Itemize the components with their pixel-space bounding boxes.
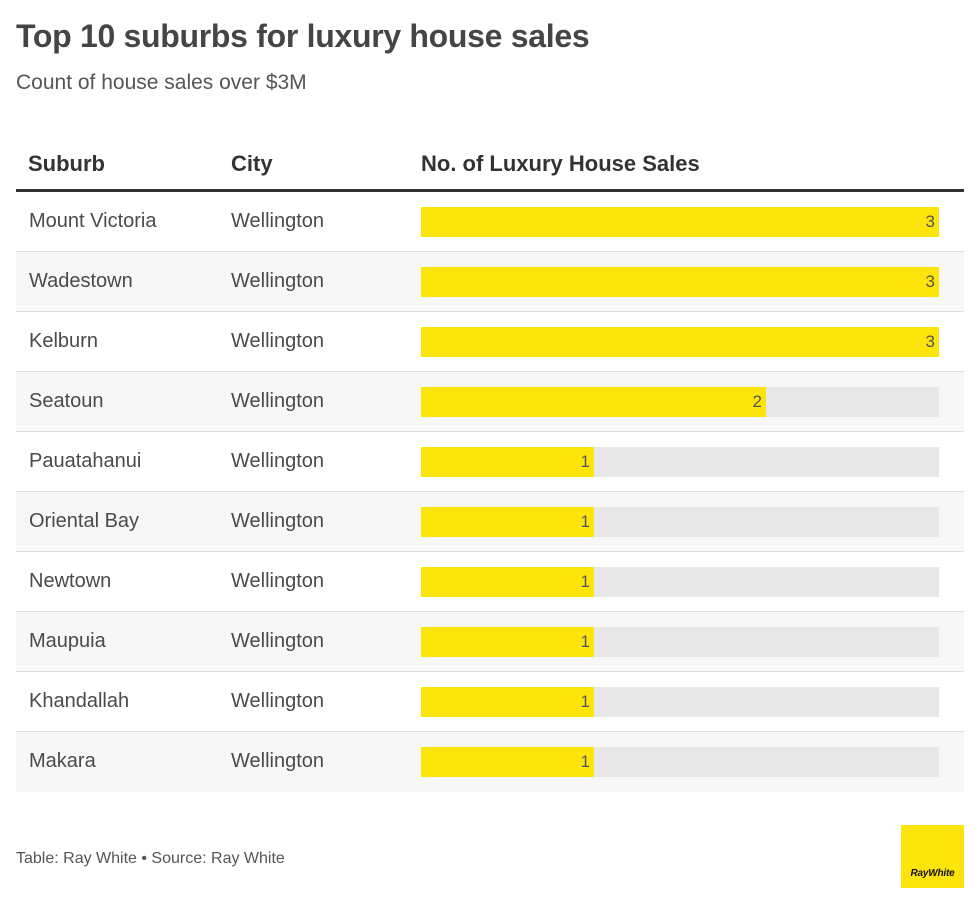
bar bbox=[421, 747, 594, 777]
bar bbox=[421, 447, 594, 477]
bar-track: 1 bbox=[421, 747, 939, 777]
bar-value-label: 1 bbox=[580, 452, 590, 471]
chart-subtitle: Count of house sales over $3M bbox=[16, 71, 307, 94]
suburb-cell: Mount Victoria bbox=[29, 210, 157, 232]
bar-value-label: 1 bbox=[580, 572, 590, 591]
bar-value-label: 3 bbox=[925, 332, 935, 351]
city-cell: Wellington bbox=[231, 510, 325, 532]
bar bbox=[421, 327, 939, 357]
suburb-cell: Maupuia bbox=[29, 630, 106, 652]
source-footer: Table: Ray White • Source: Ray White bbox=[16, 850, 285, 867]
table-body: Mount Victoria Wellington 3 Wadestown Wellin… bbox=[16, 192, 964, 792]
table-row: Maupuia Wellington 1 bbox=[16, 612, 964, 672]
city-cell: Wellington bbox=[231, 450, 325, 472]
suburb-cell: Wadestown bbox=[29, 270, 133, 292]
suburb-cell: Kelburn bbox=[29, 330, 98, 352]
city-cell: Wellington bbox=[231, 750, 325, 772]
city-cell: Wellington bbox=[231, 390, 325, 412]
bar bbox=[421, 267, 939, 297]
suburb-cell: Oriental Bay bbox=[29, 510, 140, 532]
bar-track: 3 bbox=[421, 267, 939, 297]
table-row: Makara Wellington 1 bbox=[16, 732, 964, 792]
suburb-cell: Pauatahanui bbox=[29, 450, 142, 472]
bar-value-label: 1 bbox=[580, 632, 590, 651]
bar-track: 1 bbox=[421, 507, 939, 537]
suburb-cell: Seatoun bbox=[29, 390, 104, 412]
bar bbox=[421, 627, 594, 657]
bar-value-label: 1 bbox=[580, 692, 590, 711]
column-header-city: City bbox=[231, 151, 273, 176]
city-cell: Wellington bbox=[231, 330, 325, 352]
city-cell: Wellington bbox=[231, 690, 325, 712]
bar-value-label: 1 bbox=[580, 512, 590, 531]
table-header: Suburb City No. of Luxury House Sales bbox=[16, 140, 964, 192]
bar-track: 3 bbox=[421, 327, 939, 357]
suburb-cell: Khandallah bbox=[29, 690, 130, 712]
column-header-suburb: Suburb bbox=[28, 151, 105, 176]
bar bbox=[421, 507, 594, 537]
bar bbox=[421, 387, 766, 417]
table-row: Pauatahanui Wellington 1 bbox=[16, 432, 964, 492]
bar bbox=[421, 567, 594, 597]
city-cell: Wellington bbox=[231, 570, 325, 592]
bar-track: 2 bbox=[421, 387, 939, 417]
bar-track: 1 bbox=[421, 627, 939, 657]
bar-value-label: 2 bbox=[752, 392, 762, 411]
city-cell: Wellington bbox=[231, 630, 325, 652]
bar-value-label: 1 bbox=[580, 752, 590, 771]
bar-value-label: 3 bbox=[925, 212, 935, 231]
city-cell: Wellington bbox=[231, 270, 325, 292]
table-row: Kelburn Wellington 3 bbox=[16, 312, 964, 372]
bar-value-label: 3 bbox=[925, 272, 935, 291]
table-row: Mount Victoria Wellington 3 bbox=[16, 192, 964, 252]
bar bbox=[421, 687, 594, 717]
bar-track: 1 bbox=[421, 687, 939, 717]
chart-title: Top 10 suburbs for luxury house sales bbox=[16, 18, 590, 54]
suburb-cell: Makara bbox=[29, 750, 96, 772]
bar bbox=[421, 207, 939, 237]
bar-track: 3 bbox=[421, 207, 939, 237]
ray-white-logo: RayWhite bbox=[901, 825, 964, 888]
table-row: Newtown Wellington 1 bbox=[16, 552, 964, 612]
logo-text: RayWhite bbox=[910, 868, 955, 879]
table-row: Khandallah Wellington 1 bbox=[16, 672, 964, 732]
sales-table: Suburb City No. of Luxury House Sales Mo… bbox=[16, 140, 964, 792]
bar-track: 1 bbox=[421, 567, 939, 597]
bar-track: 1 bbox=[421, 447, 939, 477]
city-cell: Wellington bbox=[231, 210, 325, 232]
table-row: Oriental Bay Wellington 1 bbox=[16, 492, 964, 552]
table-row: Seatoun Wellington 2 bbox=[16, 372, 964, 432]
column-header-sales: No. of Luxury House Sales bbox=[421, 151, 700, 176]
table-row: Wadestown Wellington 3 bbox=[16, 252, 964, 312]
suburb-cell: Newtown bbox=[29, 570, 112, 592]
